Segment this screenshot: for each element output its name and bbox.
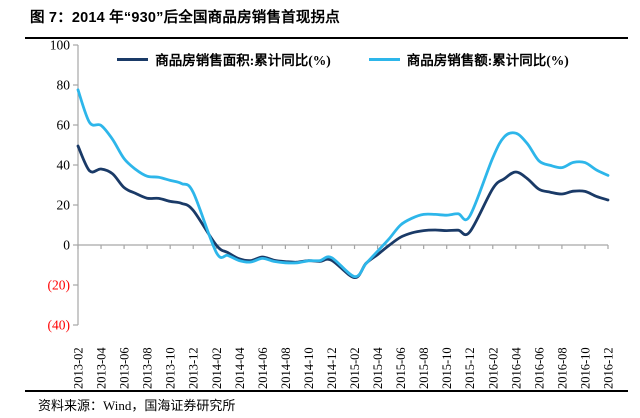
x-tick-label: 2013-02	[72, 347, 86, 389]
x-tick-label: 2016-04	[509, 347, 523, 389]
y-tick-label: (40)	[48, 318, 71, 333]
footer-divider-line	[25, 390, 628, 392]
x-tick-label: 2014-10	[302, 347, 316, 389]
x-tick-label: 2014-12	[325, 347, 339, 389]
legend-item-sales-area: 商品房销售面积:累计同比(%)	[117, 49, 331, 69]
y-tick-label: 40	[57, 158, 71, 173]
sales-area-line-swatch	[117, 57, 149, 61]
x-tick-label: 2015-04	[371, 347, 385, 389]
y-tick-label: 80	[57, 78, 71, 93]
x-tick-label: 2015-10	[440, 347, 454, 389]
x-tick-label: 2013-08	[141, 347, 155, 389]
x-tick-label: 2016-12	[602, 347, 616, 389]
y-axis: 100 80 60 40 20 0 (20) (40)	[48, 38, 79, 333]
x-tick-label: 2016-08	[555, 347, 569, 389]
sales-value-line-swatch	[368, 57, 400, 61]
x-tick-label: 2014-04	[233, 347, 247, 389]
y-tick-label: 0	[63, 238, 70, 253]
legend-item-sales-value: 商品房销售额:累计同比(%)	[368, 49, 569, 69]
y-tick-label: 100	[50, 38, 71, 53]
figure-title: 图 7：2014 年“930”后全国商品房销售首现拐点	[30, 10, 340, 26]
x-tick-label: 2014-02	[210, 347, 224, 389]
y-tick-label: 20	[57, 198, 71, 213]
legend-label-sales-area: 商品房销售面积:累计同比(%)	[155, 53, 331, 68]
legend-label-sales-value: 商品房销售额:累计同比(%)	[406, 53, 569, 68]
sales-value-line	[76, 88, 610, 279]
x-tick-label: 2013-10	[164, 347, 178, 389]
x-tick-label: 2013-06	[118, 347, 132, 389]
x-tick-label: 2015-08	[417, 347, 431, 389]
source-note: 资料来源：Wind，国海证券研究所	[38, 398, 236, 413]
x-tick-label: 2013-12	[187, 347, 201, 389]
x-tick-label: 2014-08	[279, 347, 293, 389]
sales-area-line	[76, 144, 610, 279]
x-tick-label: 2015-12	[463, 347, 477, 389]
y-tick-label: 60	[57, 118, 71, 133]
chart-legend: 商品房销售面积:累计同比(%) 商品房销售额:累计同比(%)	[78, 49, 608, 69]
x-axis: 2013-02 2013-04 2013-06 2013-08 2013-10 2013-…	[72, 244, 616, 389]
x-tick-label: 2013-04	[95, 347, 109, 389]
x-tick-label: 2015-06	[394, 347, 408, 389]
x-tick-label: 2016-10	[578, 347, 592, 389]
x-tick-label: 2016-02	[486, 347, 500, 389]
y-tick-label: (20)	[48, 278, 71, 293]
title-divider-line	[25, 37, 628, 39]
x-tick-label: 2014-06	[256, 347, 270, 389]
x-tick-label: 2016-06	[532, 347, 546, 389]
x-tick-label: 2015-02	[348, 347, 362, 389]
